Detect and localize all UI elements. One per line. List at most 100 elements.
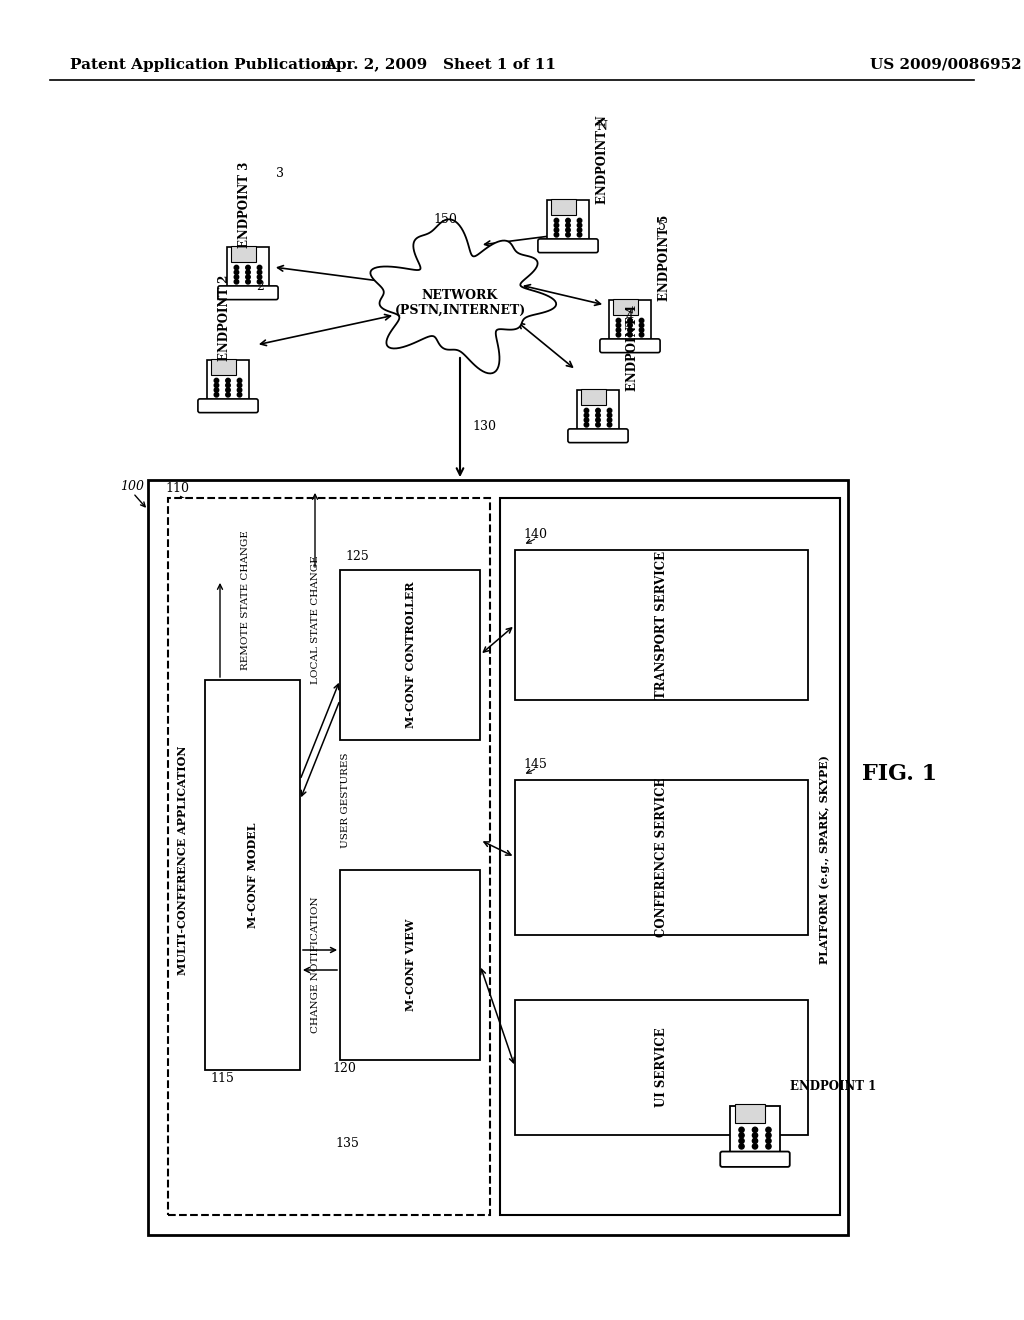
- Circle shape: [214, 379, 219, 383]
- Circle shape: [214, 392, 219, 397]
- Text: 120: 120: [332, 1063, 356, 1074]
- Circle shape: [616, 327, 621, 333]
- Text: PLATFORM (e.g., SPARK, SKYPE): PLATFORM (e.g., SPARK, SKYPE): [819, 755, 830, 965]
- Bar: [612, 298, 638, 315]
- Circle shape: [214, 388, 219, 392]
- Text: UI SERVICE: UI SERVICE: [655, 1028, 668, 1107]
- Bar: [148, 480, 848, 1236]
- Text: 115: 115: [210, 1072, 233, 1085]
- Text: 5: 5: [658, 220, 666, 234]
- Circle shape: [596, 413, 600, 417]
- Circle shape: [578, 228, 582, 232]
- FancyBboxPatch shape: [538, 239, 598, 252]
- Text: US 2009/0086952 A1: US 2009/0086952 A1: [870, 58, 1024, 73]
- Text: 135: 135: [335, 1137, 358, 1150]
- Text: M-CONF MODEL: M-CONF MODEL: [247, 822, 258, 928]
- Text: NETWORK
(PSTN,INTERNET): NETWORK (PSTN,INTERNET): [394, 289, 525, 317]
- Circle shape: [578, 223, 582, 227]
- Circle shape: [607, 422, 611, 426]
- Circle shape: [585, 413, 589, 417]
- Circle shape: [739, 1133, 744, 1138]
- Circle shape: [246, 271, 250, 275]
- Text: MULTI-CONFERENCE APPLICATION: MULTI-CONFERENCE APPLICATION: [176, 746, 187, 974]
- Bar: [227, 247, 269, 293]
- Circle shape: [628, 318, 632, 323]
- Circle shape: [565, 218, 570, 223]
- Bar: [609, 301, 651, 346]
- Circle shape: [225, 392, 230, 397]
- Bar: [577, 391, 620, 437]
- Bar: [168, 498, 490, 1214]
- Circle shape: [554, 232, 559, 238]
- Circle shape: [257, 271, 262, 275]
- Bar: [207, 360, 249, 407]
- Text: ENDPOINT 4: ENDPOINT 4: [626, 305, 639, 391]
- Circle shape: [585, 408, 589, 413]
- Circle shape: [585, 418, 589, 422]
- FancyBboxPatch shape: [720, 1151, 790, 1167]
- Circle shape: [753, 1133, 758, 1138]
- Text: ENDPOINT 5: ENDPOINT 5: [658, 215, 671, 301]
- Circle shape: [238, 388, 242, 392]
- Text: ENDPOINT 3: ENDPOINT 3: [238, 162, 251, 248]
- Circle shape: [246, 280, 250, 284]
- Bar: [515, 1001, 808, 1135]
- Text: 130: 130: [472, 420, 496, 433]
- Circle shape: [628, 327, 632, 333]
- Circle shape: [565, 232, 570, 238]
- Circle shape: [639, 327, 644, 333]
- Circle shape: [753, 1143, 758, 1148]
- Text: 140: 140: [523, 528, 547, 541]
- Circle shape: [739, 1143, 744, 1148]
- Circle shape: [225, 383, 230, 388]
- Circle shape: [607, 418, 611, 422]
- Circle shape: [616, 318, 621, 323]
- Bar: [515, 550, 808, 700]
- Text: USER GESTURES: USER GESTURES: [341, 752, 349, 847]
- Bar: [515, 780, 808, 935]
- Circle shape: [554, 228, 559, 232]
- Text: N: N: [596, 120, 607, 133]
- Circle shape: [257, 280, 262, 284]
- Circle shape: [766, 1138, 771, 1143]
- Circle shape: [234, 271, 239, 275]
- Circle shape: [565, 228, 570, 232]
- Text: 3: 3: [276, 168, 284, 180]
- Text: 4: 4: [626, 310, 634, 323]
- Circle shape: [554, 218, 559, 223]
- Circle shape: [753, 1138, 758, 1143]
- Text: CONFERENCE SERVICE: CONFERENCE SERVICE: [655, 777, 668, 937]
- Text: M-CONF VIEW: M-CONF VIEW: [404, 919, 416, 1011]
- Circle shape: [246, 275, 250, 280]
- Circle shape: [234, 275, 239, 280]
- Bar: [230, 246, 256, 261]
- Polygon shape: [371, 219, 556, 374]
- Circle shape: [766, 1133, 771, 1138]
- Text: Apr. 2, 2009   Sheet 1 of 11: Apr. 2, 2009 Sheet 1 of 11: [324, 58, 556, 73]
- Circle shape: [766, 1127, 771, 1133]
- Circle shape: [596, 418, 600, 422]
- Bar: [340, 870, 480, 1060]
- Circle shape: [639, 318, 644, 323]
- Bar: [211, 359, 237, 375]
- Circle shape: [607, 413, 611, 417]
- Bar: [730, 1106, 779, 1160]
- Text: REMOTE STATE CHANGE: REMOTE STATE CHANGE: [241, 531, 250, 671]
- Circle shape: [766, 1143, 771, 1148]
- Circle shape: [246, 265, 250, 269]
- Circle shape: [554, 223, 559, 227]
- Text: ENDPOINT N: ENDPOINT N: [596, 115, 609, 203]
- Circle shape: [238, 392, 242, 397]
- Bar: [581, 389, 606, 405]
- Text: M-CONF CONTROLLER: M-CONF CONTROLLER: [404, 582, 416, 729]
- Bar: [500, 498, 840, 1214]
- Circle shape: [739, 1127, 744, 1133]
- Circle shape: [225, 388, 230, 392]
- Circle shape: [234, 280, 239, 284]
- Text: FIG. 1: FIG. 1: [862, 763, 938, 785]
- Circle shape: [578, 232, 582, 238]
- Text: LOCAL STATE CHANGE: LOCAL STATE CHANGE: [310, 556, 319, 684]
- Text: Patent Application Publication: Patent Application Publication: [70, 58, 332, 73]
- Bar: [551, 199, 577, 215]
- Text: 145: 145: [523, 758, 547, 771]
